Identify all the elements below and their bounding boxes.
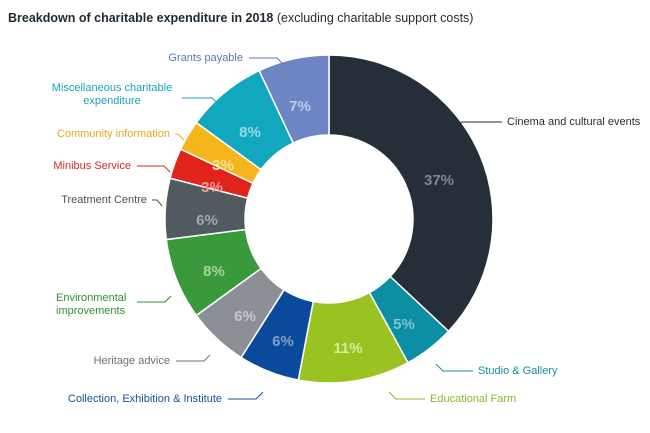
chart-title-main: Breakdown of charitable expenditure in 2… bbox=[8, 11, 274, 25]
leader-line-studio-and-gallery bbox=[435, 363, 473, 372]
label-treatment-centre: Treatment Centre bbox=[61, 194, 147, 206]
leader-line-educational-farm bbox=[388, 391, 425, 400]
label-minibus-service: Minibus Service bbox=[53, 160, 131, 172]
label-miscellaneous-charitable-expenditure: Miscellaneous charitable expenditure bbox=[52, 82, 172, 107]
leader-line-miscellaneous-charitable-expenditure bbox=[182, 97, 220, 105]
label-educational-farm: Educational Farm bbox=[430, 393, 516, 405]
slice-grants-payable bbox=[258, 54, 330, 144]
percent-label-community-information: 3% bbox=[212, 157, 234, 174]
label-environmental-improvements: Environmental improvements bbox=[56, 292, 126, 317]
percent-label-heritage-advice: 6% bbox=[234, 308, 256, 325]
callout-community-information: Community information bbox=[57, 128, 185, 141]
percent-label-miscellaneous-charitable-expenditure: 8% bbox=[239, 124, 261, 141]
callout-miscellaneous-charitable-expenditure: Miscellaneous charitable expenditure bbox=[52, 82, 220, 107]
chart-percent-labels: 37% 5% 11% 6% 6% 8% 6% 3% 3% 8% 7% bbox=[196, 98, 454, 357]
percent-label-grants-payable: 7% bbox=[289, 98, 311, 115]
callout-cinema-and-cultural-events: Cinema and cultural events bbox=[454, 116, 641, 129]
percent-label-cinema-and-cultural-events: 37% bbox=[424, 172, 454, 189]
label-studio-and-gallery: Studio & Gallery bbox=[478, 365, 558, 377]
slice-cinema-and-cultural-events bbox=[328, 54, 494, 333]
callout-heritage-advice: Heritage advice bbox=[94, 354, 211, 367]
leader-line-environmental-improvements bbox=[137, 295, 172, 303]
callout-minibus-service: Minibus Service bbox=[53, 160, 171, 173]
percent-label-studio-and-gallery: 5% bbox=[393, 316, 415, 333]
percent-label-collection-exhibition-and-institute: 6% bbox=[272, 333, 294, 350]
label-heritage-advice: Heritage advice bbox=[94, 355, 170, 367]
callout-grants-payable: Grants payable bbox=[168, 52, 284, 65]
leader-line-cinema-and-cultural-events bbox=[454, 121, 502, 129]
label-collection-exhibition-and-institute: Collection, Exhibition & Institute bbox=[68, 393, 222, 405]
leader-line-minibus-service bbox=[137, 165, 171, 173]
chart-callouts: Cinema and cultural events Studio & Galle… bbox=[52, 52, 641, 405]
leader-line-heritage-advice bbox=[176, 354, 211, 362]
callout-collection-exhibition-and-institute: Collection, Exhibition & Institute bbox=[68, 391, 264, 405]
leader-line-grants-payable bbox=[249, 57, 284, 65]
callout-environmental-improvements: Environmental improvements bbox=[56, 292, 172, 317]
leader-line-treatment-centre bbox=[152, 199, 163, 207]
leader-line-collection-exhibition-and-institute bbox=[228, 391, 264, 400]
chart-title: Breakdown of charitable expenditure in 2… bbox=[8, 11, 473, 25]
percent-label-treatment-centre: 6% bbox=[196, 212, 218, 229]
percent-label-minibus-service: 3% bbox=[201, 179, 223, 196]
percent-label-environmental-improvements: 8% bbox=[203, 263, 225, 280]
callout-studio-and-gallery: Studio & Gallery bbox=[435, 363, 558, 377]
chart-title-sub: (excluding charitable support costs) bbox=[276, 11, 474, 25]
callout-treatment-centre: Treatment Centre bbox=[61, 194, 163, 207]
leader-line-community-information bbox=[175, 133, 185, 141]
label-cinema-and-cultural-events: Cinema and cultural events bbox=[507, 116, 641, 128]
callout-educational-farm: Educational Farm bbox=[388, 391, 516, 405]
percent-label-educational-farm: 11% bbox=[333, 340, 362, 357]
label-community-information: Community information bbox=[57, 128, 170, 140]
chart-slices bbox=[164, 54, 494, 384]
label-grants-payable: Grants payable bbox=[168, 52, 243, 64]
